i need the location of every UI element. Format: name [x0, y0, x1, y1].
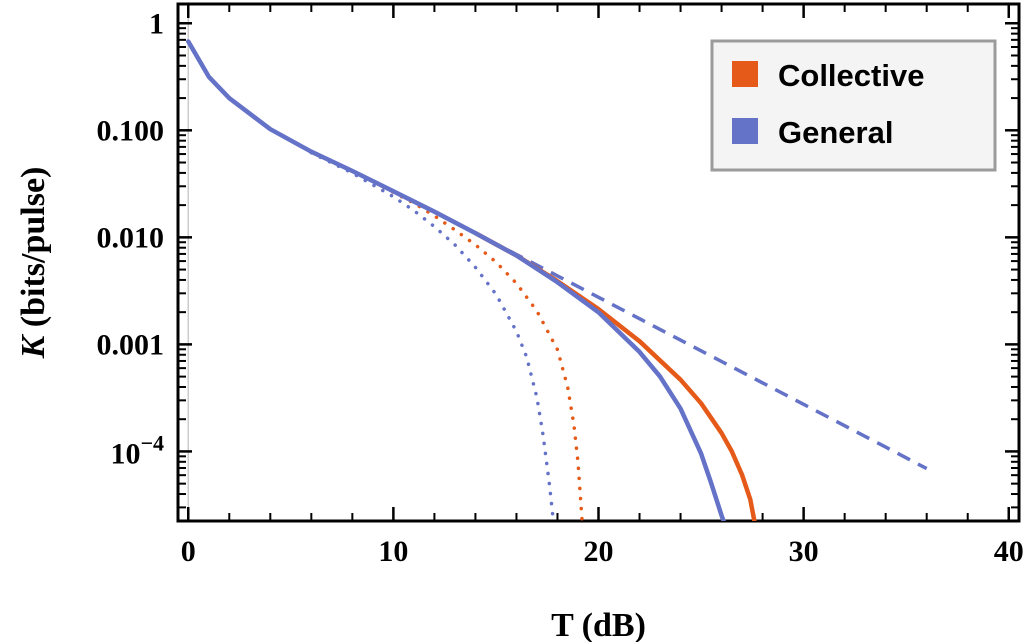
series-line-dashed: [186, 40, 928, 471]
y-axis-title-unit: (bits/pulse): [15, 167, 52, 336]
x-tick-label: 20: [584, 535, 614, 568]
legend-box: [710, 39, 997, 172]
x-tick-label: 30: [789, 535, 819, 568]
x-tick-label: 40: [994, 535, 1024, 568]
x-axis-title: T (dB): [551, 607, 646, 642]
y-tick-label: 0.010: [97, 221, 165, 254]
legend-swatch-general: [732, 118, 758, 144]
y-tick-label: 1: [149, 7, 164, 40]
y-tick-label-exponent: −4: [140, 430, 164, 455]
x-tick-label: 10: [378, 535, 408, 568]
series-line-dotted: [309, 149, 584, 521]
legend-label-general: General: [778, 115, 893, 150]
series-line-general: [186, 39, 726, 521]
legend: Collective General: [710, 39, 997, 172]
y-axis-title: K (bits/pulse): [15, 167, 52, 360]
y-axis-title-symbol: K: [15, 333, 52, 359]
series-layer: [186, 39, 928, 521]
y-tick-label: 10−4: [110, 430, 164, 470]
axis-ticks: [178, 4, 1019, 521]
legend-label-collective: Collective: [778, 58, 924, 93]
x-tick-label: 0: [181, 535, 196, 568]
series-line-collective: [473, 230, 757, 521]
legend-swatch-collective: [732, 61, 758, 87]
y-tick-label-base: 10: [110, 437, 140, 470]
series-line-dotted: [309, 151, 556, 521]
y-tick-label: 0.100: [97, 114, 165, 147]
y-tick-label: 0.001: [97, 328, 165, 361]
